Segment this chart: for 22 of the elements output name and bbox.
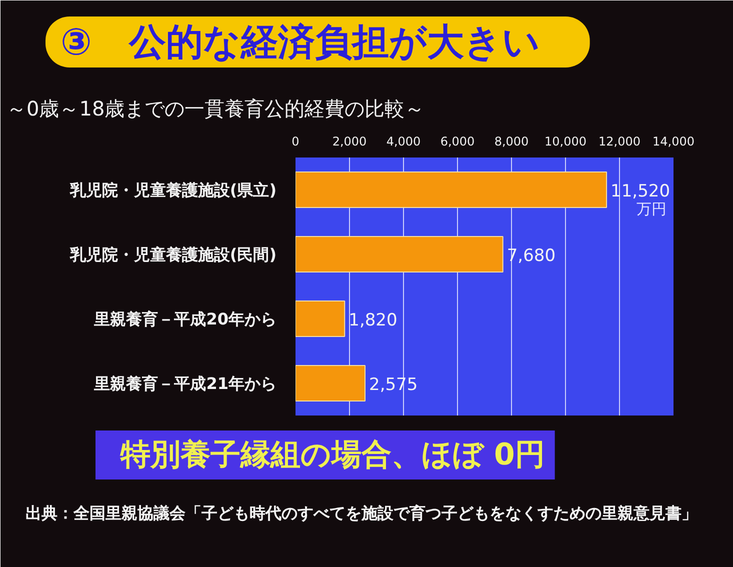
y-tick-label: 乳児院・児童養護施設(民間) (68, 244, 276, 264)
bar (296, 300, 346, 337)
x-tick-label: 12,000 (598, 134, 641, 148)
data-label: 1,820 (348, 310, 398, 330)
x-tick-label: 8,000 (494, 134, 529, 148)
chart-subtitle: ～0歳～18歳までの一貫養育公的経費の比較～ (6, 96, 425, 120)
chart-title: ③ 公的な経済負担が大きい (60, 20, 540, 64)
annotation: 万円 (636, 200, 667, 218)
source-note: 出典：全国里親協議会「子ども時代のすべてを施設で育つ子どもをなくすための里親意見書」 (26, 504, 698, 522)
y-tick-label: 里親養育－平成20年から (93, 309, 276, 328)
text: 特別養子縁組の場合、ほぼ 0円 (120, 438, 545, 472)
x-tick-label: 10,000 (544, 134, 587, 148)
y-tick-label: 乳児院・児童養護施設(県立) (68, 180, 276, 200)
x-tick-label: 4,000 (386, 134, 421, 148)
bar (296, 365, 366, 402)
x-tick-label: 0 (292, 134, 300, 148)
x-tick-label: 2,000 (332, 134, 367, 148)
bar (296, 236, 504, 272)
y-tick-label: 里親養育－平成21年から (93, 374, 276, 393)
x-tick-label: 6,000 (440, 134, 475, 148)
bar (296, 172, 608, 208)
x-tick-label: 14,000 (652, 134, 695, 148)
